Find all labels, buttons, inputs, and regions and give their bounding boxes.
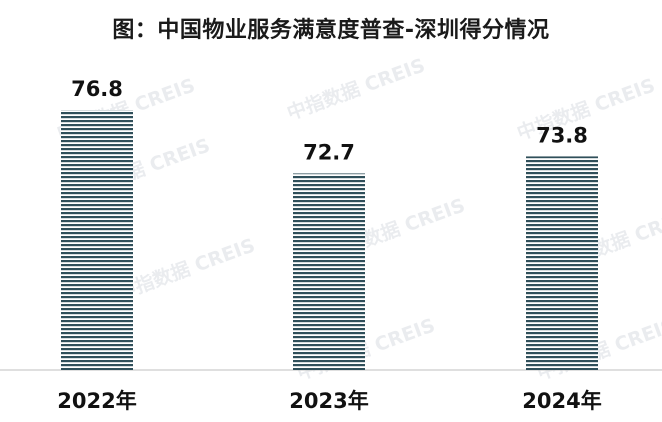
- category-label: 2023年: [289, 389, 368, 413]
- watermark-text: 中指数据 CREIS: [284, 54, 428, 125]
- bars-group: [61, 110, 598, 370]
- category-labels-group: 2022年 2023年 2024年: [57, 389, 601, 413]
- watermark-text: 中指数据 CREIS: [114, 234, 258, 305]
- value-label: 72.7: [303, 140, 355, 164]
- value-label: 76.8: [71, 77, 123, 101]
- chart-title: 图：中国物业服务满意度普查-深圳得分情况: [112, 18, 550, 43]
- value-labels-group: 76.8 72.7 73.8: [71, 77, 588, 164]
- category-label: 2024年: [522, 389, 601, 413]
- bar-2024年: [526, 156, 598, 370]
- category-label: 2022年: [57, 389, 136, 413]
- bar-2022年: [61, 110, 133, 370]
- bar-2023年: [293, 173, 365, 370]
- value-label: 73.8: [536, 123, 588, 147]
